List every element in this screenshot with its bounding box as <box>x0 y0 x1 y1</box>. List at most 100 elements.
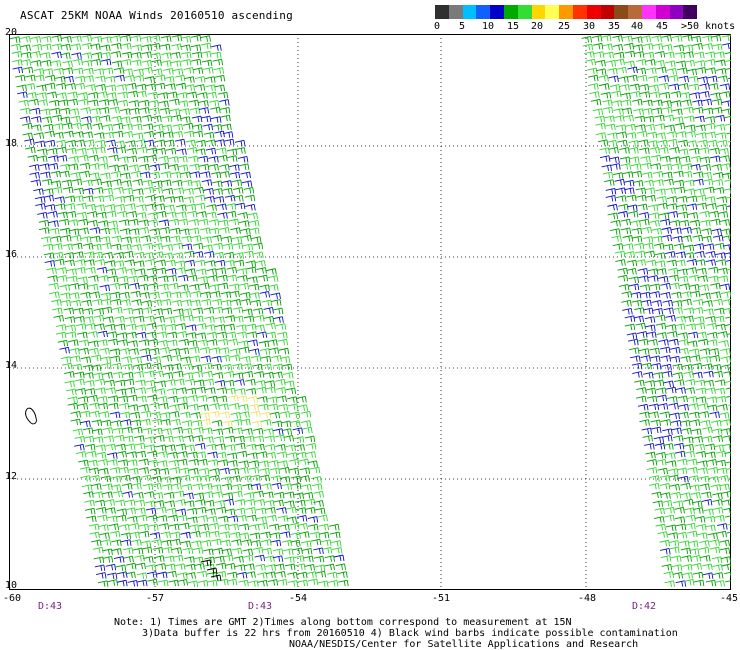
wind-barb <box>99 227 110 235</box>
wind-barb <box>155 563 167 570</box>
wind-barb <box>640 355 651 362</box>
wind-barb <box>707 532 718 539</box>
wind-barb <box>277 403 289 411</box>
wind-barb <box>126 459 138 466</box>
wind-barb <box>83 435 95 443</box>
wind-barb <box>169 98 180 106</box>
wind-barb <box>662 370 673 378</box>
wind-barb <box>133 68 144 75</box>
wind-barb <box>686 68 698 75</box>
wind-barb <box>248 460 260 467</box>
wind-barb <box>231 179 243 186</box>
wind-barb <box>214 139 226 146</box>
wind-barb <box>158 402 169 410</box>
wind-barb <box>725 580 731 583</box>
wind-barb <box>225 331 237 339</box>
wind-barb <box>612 243 624 250</box>
wind-barb <box>693 579 705 587</box>
wind-barb <box>604 179 615 186</box>
wind-barb <box>183 314 194 322</box>
wind-barb <box>671 163 683 170</box>
wind-barb <box>225 210 237 218</box>
wind-barb <box>253 251 264 259</box>
wind-barb <box>289 411 301 419</box>
wind-barb <box>705 131 716 139</box>
wind-barb <box>619 84 630 91</box>
wind-barb <box>649 347 660 355</box>
wind-barb <box>661 227 673 234</box>
wind-barb <box>90 58 102 66</box>
wind-barb <box>144 436 155 443</box>
wind-barb <box>160 418 171 426</box>
wind-barb <box>107 275 119 282</box>
wind-barb <box>229 164 240 171</box>
wind-barb <box>47 275 58 282</box>
wind-barb <box>153 131 165 138</box>
wind-barb <box>667 267 679 275</box>
wind-barb <box>650 355 661 362</box>
wind-barb <box>151 475 162 483</box>
wind-barb <box>208 522 220 530</box>
wind-barb <box>690 555 702 562</box>
wind-barb <box>259 467 270 475</box>
wind-barb <box>182 363 193 370</box>
wind-barb <box>678 411 689 419</box>
wind-barb <box>276 451 288 458</box>
wind-barb <box>704 515 716 523</box>
wind-barb <box>104 379 115 387</box>
wind-barb <box>657 275 669 283</box>
wind-barb <box>602 43 613 50</box>
wind-barb <box>202 123 214 131</box>
wind-barb <box>64 203 76 210</box>
wind-barb <box>97 330 108 338</box>
wind-barb <box>633 242 645 250</box>
wind-barb <box>108 164 120 172</box>
wind-barb <box>236 395 248 403</box>
wind-barb <box>264 555 275 563</box>
wind-barb <box>261 363 272 371</box>
wind-barb <box>705 524 716 531</box>
wind-barb <box>99 347 110 355</box>
wind-barb <box>212 491 223 498</box>
wind-barb <box>169 108 181 115</box>
wind-barb <box>672 572 684 579</box>
wind-barb <box>265 322 276 330</box>
wind-barb <box>40 35 52 43</box>
wind-barb <box>105 268 117 275</box>
wind-barb <box>50 170 61 178</box>
wind-barb <box>122 68 134 75</box>
wind-barb <box>76 202 87 210</box>
wind-barb <box>615 195 627 202</box>
wind-barb <box>230 475 241 482</box>
wind-barb <box>270 292 281 300</box>
wind-barb <box>677 268 688 275</box>
wind-barb <box>243 186 255 194</box>
wind-barb <box>702 563 713 571</box>
wind-barb <box>111 42 122 50</box>
wind-barb <box>241 180 253 187</box>
wind-barb <box>208 163 219 171</box>
wind-barb <box>250 410 261 418</box>
wind-barb <box>703 186 715 194</box>
wind-barb <box>177 218 189 226</box>
wind-barb <box>141 474 152 482</box>
wind-barb <box>64 195 76 203</box>
wind-barb <box>266 268 277 275</box>
wind-barb <box>267 275 279 282</box>
wind-barb <box>634 115 646 123</box>
wind-barb <box>194 76 206 83</box>
wind-barb <box>636 74 648 82</box>
wind-barb <box>714 114 726 122</box>
wind-barb <box>725 316 731 319</box>
wind-barb <box>702 43 713 50</box>
wind-barb <box>218 403 229 410</box>
wind-barb <box>725 67 731 70</box>
wind-barb <box>170 227 181 235</box>
wind-barb <box>294 444 305 451</box>
wind-barb <box>633 108 644 115</box>
wind-barb <box>80 420 91 427</box>
wind-barb <box>300 540 312 547</box>
wind-barb <box>160 531 171 538</box>
wind-barb <box>115 146 127 154</box>
wind-barb <box>631 299 643 307</box>
